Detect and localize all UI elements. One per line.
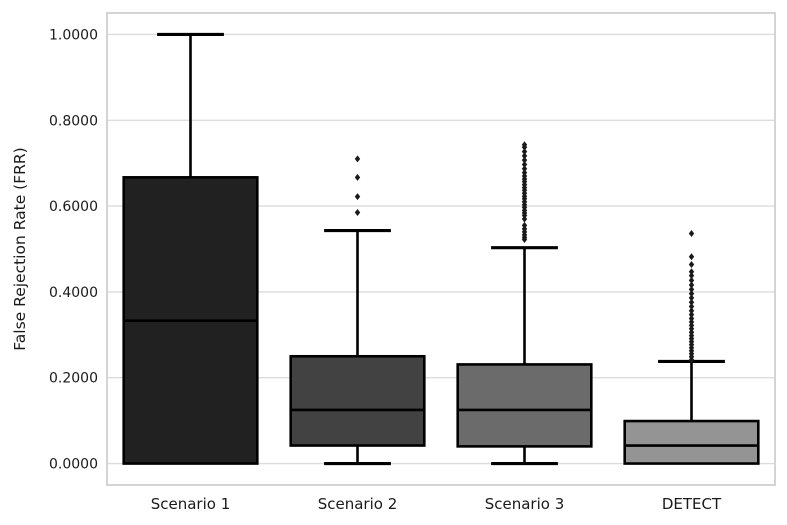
x-tick-label-detect: DETECT	[662, 495, 722, 513]
outlier-point-detect	[688, 307, 695, 315]
box-scenario-2	[289, 354, 426, 447]
outlier-point-scenario-3	[521, 152, 528, 160]
y-tick-label: 0.0000	[49, 457, 98, 473]
y-tick-label: 0.8000	[49, 113, 98, 129]
box-detect	[623, 419, 760, 465]
y-tick-label: 1.0000	[49, 27, 98, 43]
box-scenario-3	[456, 363, 593, 448]
x-tick-label-scenario-1: Scenario 1	[151, 495, 231, 513]
y-tick-label: 0.6000	[49, 199, 98, 215]
x-tick-label-scenario-2: Scenario 2	[318, 495, 398, 513]
outlier-point-detect	[688, 294, 695, 302]
outlier-point-detect	[688, 230, 695, 238]
outlier-point-detect	[688, 298, 695, 306]
outlier-point-detect	[688, 302, 695, 310]
plot-border	[106, 12, 776, 486]
outlier-point-detect	[688, 311, 695, 319]
outlier-point-detect	[688, 315, 695, 323]
outlier-point-scenario-3	[521, 221, 528, 229]
outlier-point-detect	[688, 253, 695, 261]
outlier-point-detect	[688, 276, 695, 284]
outlier-point-detect	[688, 268, 695, 276]
outlier-point-detect	[688, 290, 695, 298]
y-tick-label: 0.4000	[49, 285, 98, 301]
outlier-point-scenario-2	[354, 193, 361, 201]
outlier-point-scenario-2	[354, 155, 361, 163]
outlier-point-detect	[688, 285, 695, 293]
outlier-point-scenario-3	[521, 160, 528, 168]
outlier-point-scenario-3	[521, 148, 528, 156]
outlier-point-scenario-3	[521, 169, 528, 177]
x-tick-label-scenario-3: Scenario 3	[485, 495, 565, 513]
outlier-point-scenario-3	[521, 141, 528, 149]
y-axis-title: False Rejection Rate (FRR)	[11, 147, 29, 350]
outlier-point-scenario-2	[354, 209, 361, 217]
outlier-point-detect	[688, 281, 695, 289]
outlier-point-scenario-3	[521, 156, 528, 164]
outlier-point-detect	[688, 260, 695, 268]
outlier-point-scenario-3	[521, 165, 528, 173]
outlier-point-detect	[688, 272, 695, 280]
y-tick-label: 0.2000	[49, 371, 98, 387]
outlier-point-scenario-2	[354, 173, 361, 181]
